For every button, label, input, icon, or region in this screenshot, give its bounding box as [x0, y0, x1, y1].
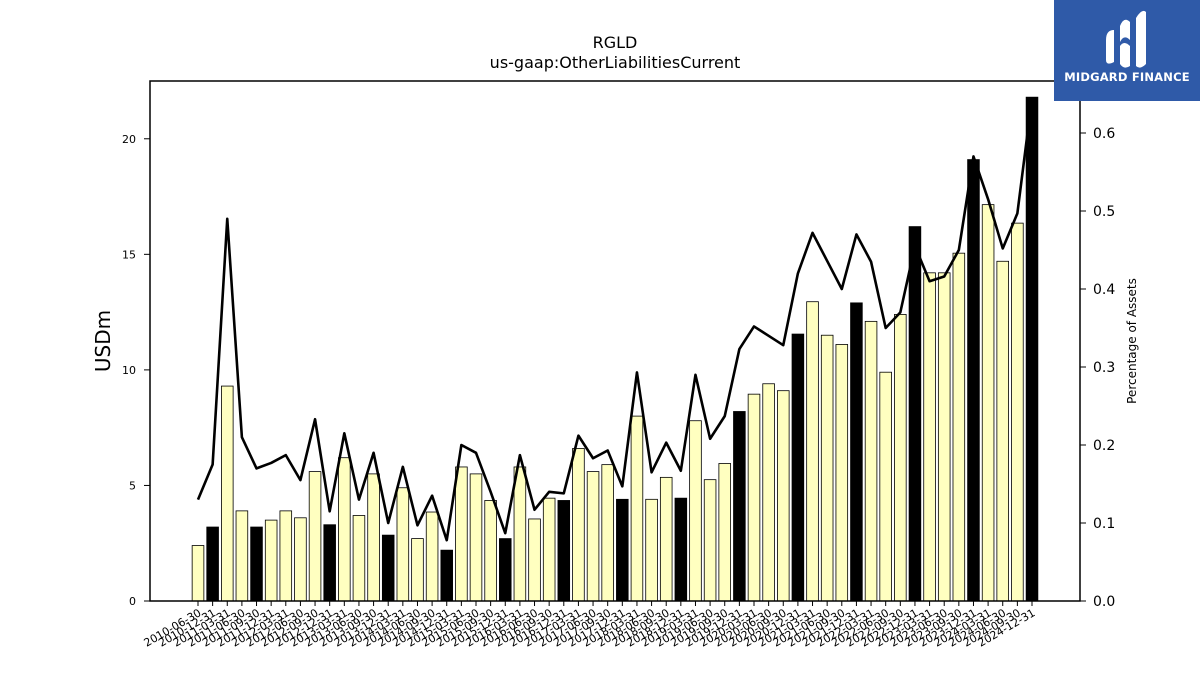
y2-tick-label: 0.0 — [1093, 594, 1115, 610]
bar-2019-09-30 — [718, 463, 731, 602]
bar-2017-03-31 — [572, 448, 585, 602]
bar-2012-03-31 — [279, 510, 293, 602]
bar-2011-06-30 — [235, 510, 249, 602]
bar-2016-03-31 — [513, 466, 527, 602]
y2-tick-label: 0.4 — [1093, 282, 1115, 298]
y2-tick-label: 0.3 — [1093, 360, 1115, 376]
bar-2021-06-30 — [820, 334, 834, 602]
bar-2013-09-30 — [367, 473, 380, 602]
y-axis-label: USDm — [91, 310, 115, 372]
bar-2022-03-31 — [864, 320, 878, 602]
y-tick-label: 10 — [122, 364, 136, 377]
bar-2020-03-31 — [747, 393, 761, 602]
bar-2015-03-31 — [455, 466, 468, 602]
bar-2022-09-30 — [894, 314, 907, 602]
y-tick-label: 5 — [129, 479, 136, 492]
x-axis: 2010-06-302010-12-312011-03-312011-06-30… — [142, 601, 1038, 650]
bar-2024-06-30 — [996, 260, 1009, 602]
bar-2021-12-31 — [850, 302, 863, 602]
y2-tick-label: 0.6 — [1093, 126, 1115, 142]
bar-2011-03-31 — [221, 385, 234, 602]
bar-2024-12-31 — [1025, 96, 1039, 602]
bar-2010-12-31 — [206, 526, 219, 602]
bar-series — [191, 96, 1039, 602]
bar-2022-06-30 — [879, 371, 892, 602]
bar-2015-12-31 — [499, 538, 512, 602]
bar-2022-12-31 — [908, 226, 922, 602]
plot-frame — [149, 80, 1081, 602]
bar-2023-06-30 — [937, 272, 951, 602]
bar-2016-06-30 — [528, 518, 541, 602]
bar-2014-06-30 — [411, 538, 424, 602]
bar-2013-03-31 — [338, 457, 351, 602]
y-tick-label: 15 — [122, 248, 136, 261]
percentage-of-assets-line — [196, 97, 1034, 542]
bar-2020-09-30 — [777, 390, 790, 602]
bar-2011-09-30 — [250, 526, 263, 602]
y2-tick-label: 0.5 — [1093, 204, 1115, 220]
bar-2024-03-31 — [981, 204, 995, 602]
bar-2014-09-30 — [425, 511, 439, 602]
bar-2019-06-30 — [703, 479, 717, 602]
bar-2021-09-30 — [835, 344, 849, 602]
bar-2017-09-30 — [601, 464, 614, 602]
y-tick-label: 20 — [122, 133, 136, 146]
bar-2015-09-30 — [484, 500, 497, 602]
bar-2018-12-31 — [674, 497, 688, 602]
y2-axis-label: Percentage of Assets — [1125, 278, 1139, 404]
bar-2024-09-30 — [1011, 222, 1024, 602]
midgard-logo-icon — [1106, 10, 1146, 68]
bar-2018-09-30 — [659, 476, 673, 602]
bar-2017-06-30 — [586, 471, 600, 602]
bar-2023-12-31 — [967, 159, 980, 602]
bar-2013-12-31 — [381, 534, 395, 602]
y-axis-left: 0 5 10 15 20 — [122, 133, 150, 608]
bar-2019-12-31 — [733, 411, 746, 602]
bar-2014-03-31 — [396, 487, 410, 602]
midgard-finance-logo: MIDGARD FINANCE — [1054, 0, 1200, 101]
bar-2010-06-30 — [191, 545, 205, 602]
bar-2018-03-31 — [630, 415, 644, 602]
bar-2014-12-31 — [440, 549, 453, 602]
bar-2012-06-30 — [294, 517, 307, 602]
logo-text: MIDGARD FINANCE — [1064, 70, 1190, 84]
bar-2016-12-31 — [557, 500, 571, 602]
bar-2012-09-30 — [308, 471, 322, 602]
bar-2013-06-30 — [352, 515, 366, 602]
bar-2012-12-31 — [323, 524, 336, 602]
bar-2017-12-31 — [616, 498, 629, 602]
y-tick-label: 0 — [129, 595, 136, 608]
bar-2011-12-31 — [264, 519, 278, 602]
y2-tick-label: 0.2 — [1093, 438, 1115, 454]
bar-2016-09-30 — [542, 497, 556, 602]
bar-2019-03-31 — [689, 420, 702, 602]
bar-2021-03-31 — [806, 301, 819, 602]
bar-2020-06-30 — [762, 383, 775, 602]
y2-tick-label: 0.1 — [1093, 516, 1115, 532]
bar-2015-06-30 — [469, 473, 483, 602]
chart-subtitle: us-gaap:OtherLiabilitiesCurrent — [490, 53, 741, 72]
bar-2023-03-31 — [923, 272, 936, 602]
y-axis-right: 0.0 0.1 0.2 0.3 0.4 0.5 0.6 — [1080, 126, 1115, 610]
bar-2020-12-31 — [791, 333, 805, 602]
chart-title: RGLD — [593, 33, 638, 52]
bar-2018-06-30 — [645, 498, 658, 602]
bar-2023-09-30 — [952, 252, 966, 602]
